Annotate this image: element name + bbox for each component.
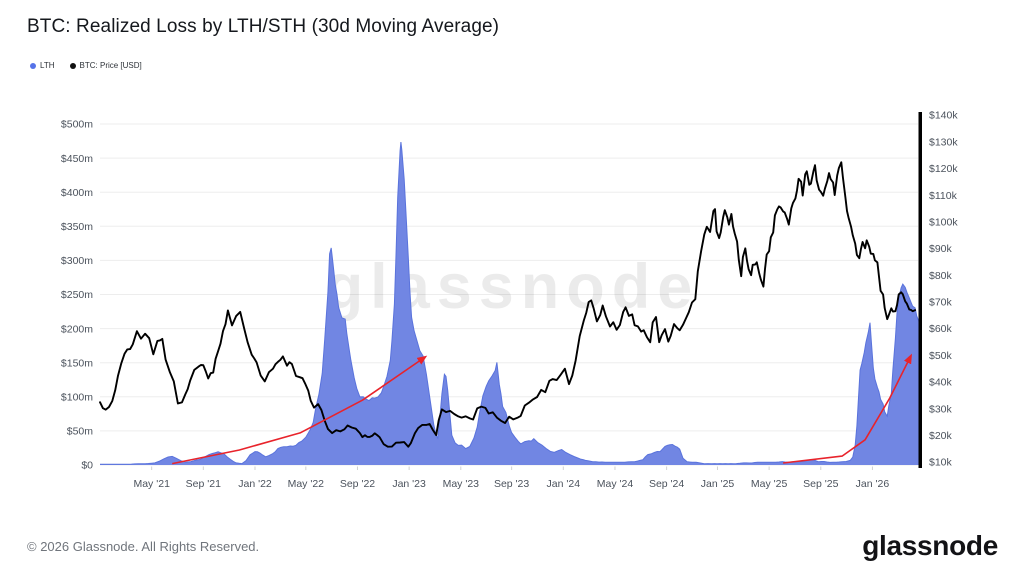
x-tick-label: Sep '23 xyxy=(494,478,529,490)
legend-item-label: BTC: Price [USD] xyxy=(79,61,142,70)
lth-series-color-dot xyxy=(30,62,36,69)
y-right-tick-label: $140k xyxy=(929,110,958,122)
x-tick-label: Jan '23 xyxy=(392,478,426,490)
legend: LTH BTC: Price [USD] xyxy=(30,61,142,70)
btc-price-series-color-dot xyxy=(69,62,76,69)
y-axis-left-labels: $0 $50m $100m $150m $200m $250m $300m $350m $400… xyxy=(61,119,93,472)
trend-arrow xyxy=(172,355,428,465)
y-left-tick-label: $150m xyxy=(61,357,93,369)
y-right-tick-label: $80k xyxy=(929,270,953,282)
copyright-text: © 2026 Glassnode. All Rights Reserved. xyxy=(27,539,260,554)
y-right-tick-label: $20k xyxy=(929,430,953,442)
legend-item-lth[interactable]: LTH xyxy=(30,61,55,70)
y-right-tick-label: $130k xyxy=(929,136,958,148)
x-tick-label: Jan '26 xyxy=(856,478,890,490)
x-tick-label: May '23 xyxy=(443,478,480,490)
btc-price-line-series xyxy=(99,161,917,448)
y-right-tick-label: $10k xyxy=(929,457,953,469)
y-right-tick-label: $110k xyxy=(929,190,958,202)
y-left-tick-label: $0 xyxy=(81,460,93,472)
legend-item-label: LTH xyxy=(40,61,55,70)
x-tick-label: May '22 xyxy=(288,478,325,490)
y-left-tick-label: $50m xyxy=(67,426,94,438)
legend-item-btc-price[interactable]: BTC: Price [USD] xyxy=(69,61,142,70)
x-axis-labels: May '21 Sep '21 Jan '22 May '22 Sep '22 Jan '… xyxy=(133,466,890,490)
y-right-tick-label: $120k xyxy=(929,163,958,175)
x-tick-label: Jan '25 xyxy=(701,478,735,490)
x-tick-label: May '25 xyxy=(751,478,788,490)
x-tick-label: May '24 xyxy=(597,478,634,490)
x-tick-label: Sep '25 xyxy=(803,478,838,490)
x-tick-label: Sep '24 xyxy=(649,478,684,490)
y-left-tick-label: $250m xyxy=(61,289,93,301)
glassnode-logo: glassnode xyxy=(862,530,998,561)
btc-price-path xyxy=(99,161,917,448)
y-right-tick-label: $100k xyxy=(929,217,958,229)
y-right-tick-label: $60k xyxy=(929,323,953,335)
x-tick-label: Jan '24 xyxy=(547,478,581,490)
y-left-tick-label: $200m xyxy=(61,323,93,335)
x-tick-label: Sep '22 xyxy=(340,478,375,490)
y-right-tick-label: $30k xyxy=(929,403,953,415)
y-axis-right-labels: $10k $20k $30k $40k $50k $60k $70k $80k $90k $100… xyxy=(929,110,958,469)
page-title: BTC: Realized Loss by LTH/STH (30d Movin… xyxy=(27,16,500,37)
annotation-arrows xyxy=(172,353,912,465)
trend-arrow xyxy=(783,353,912,464)
y-left-tick-label: $350m xyxy=(61,221,93,233)
watermark: glassnode xyxy=(325,252,700,322)
y-left-tick-label: $500m xyxy=(61,119,93,131)
x-tick-label: May '21 xyxy=(133,478,170,490)
y-left-tick-label: $450m xyxy=(61,153,93,165)
y-left-tick-label: $100m xyxy=(61,392,93,404)
y-right-tick-label: $40k xyxy=(929,377,953,389)
x-tick-label: Jan '22 xyxy=(238,478,272,490)
x-tick-label: Sep '21 xyxy=(186,478,221,490)
y-right-tick-label: $90k xyxy=(929,243,953,255)
y-right-tick-label: $70k xyxy=(929,297,953,309)
y-left-tick-label: $400m xyxy=(61,187,93,199)
y-left-tick-label: $300m xyxy=(61,255,93,267)
right-axis-bar xyxy=(918,112,922,468)
y-right-tick-label: $50k xyxy=(929,350,953,362)
